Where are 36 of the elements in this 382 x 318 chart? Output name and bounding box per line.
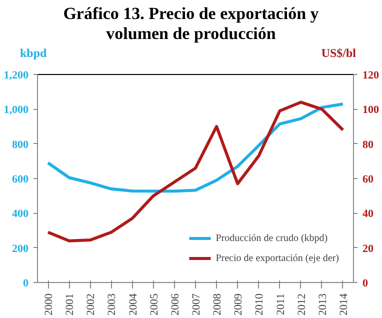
y-tick-label: 800 xyxy=(12,138,29,151)
x-tick-label: 2002 xyxy=(85,294,98,316)
y2-tick-label: 80 xyxy=(362,138,374,151)
x-tick-label: 2007 xyxy=(190,293,202,316)
x-tick-label: 2011 xyxy=(274,294,287,316)
x-tick-label: 2001 xyxy=(64,294,76,316)
y-tick-label: 1,200 xyxy=(4,70,29,82)
y2-tick-label: 20 xyxy=(362,242,374,255)
line-series xyxy=(46,100,344,242)
x-tick-label: 2008 xyxy=(212,293,224,316)
x-tick-label: 2006 xyxy=(169,293,182,316)
y-tick-label: 200 xyxy=(12,242,29,255)
y2-tick-label: 60 xyxy=(362,174,374,186)
x-tick-label: 2000 xyxy=(43,293,56,316)
x-tick-label: 2010 xyxy=(254,293,266,316)
legend-label: Producción de crudo (kbpd) xyxy=(216,232,328,244)
x-tick-label: 2005 xyxy=(148,293,160,316)
y2-tick-label: 120 xyxy=(362,70,380,82)
y-axis-title: kbpd xyxy=(20,46,47,60)
x-tick-label: 2003 xyxy=(106,293,118,316)
legend-label: Precio de exportación (eje der) xyxy=(216,252,339,264)
y2-tick-label: 100 xyxy=(362,104,380,116)
y-tick-label: 1,000 xyxy=(4,104,29,116)
y2-tick-label: 0 xyxy=(362,278,368,290)
y-tick-label: 400 xyxy=(12,208,29,220)
x-tick-label: 2012 xyxy=(296,294,308,316)
y-tick-label: 0 xyxy=(23,278,29,290)
x-tick-label: 2014 xyxy=(338,293,350,316)
x-tick-label: 2009 xyxy=(232,293,245,316)
x-tick-label: 2004 xyxy=(127,293,140,316)
line-series xyxy=(46,102,344,193)
chart-title: Gráfico 13. Precio de exportación y volumen de producción xyxy=(62,4,320,44)
x-tick-label: 2013 xyxy=(316,293,329,316)
y-tick-label: 600 xyxy=(12,174,29,186)
y2-tick-label: 40 xyxy=(362,208,374,220)
y2-axis-title: US$/bl xyxy=(321,46,356,60)
